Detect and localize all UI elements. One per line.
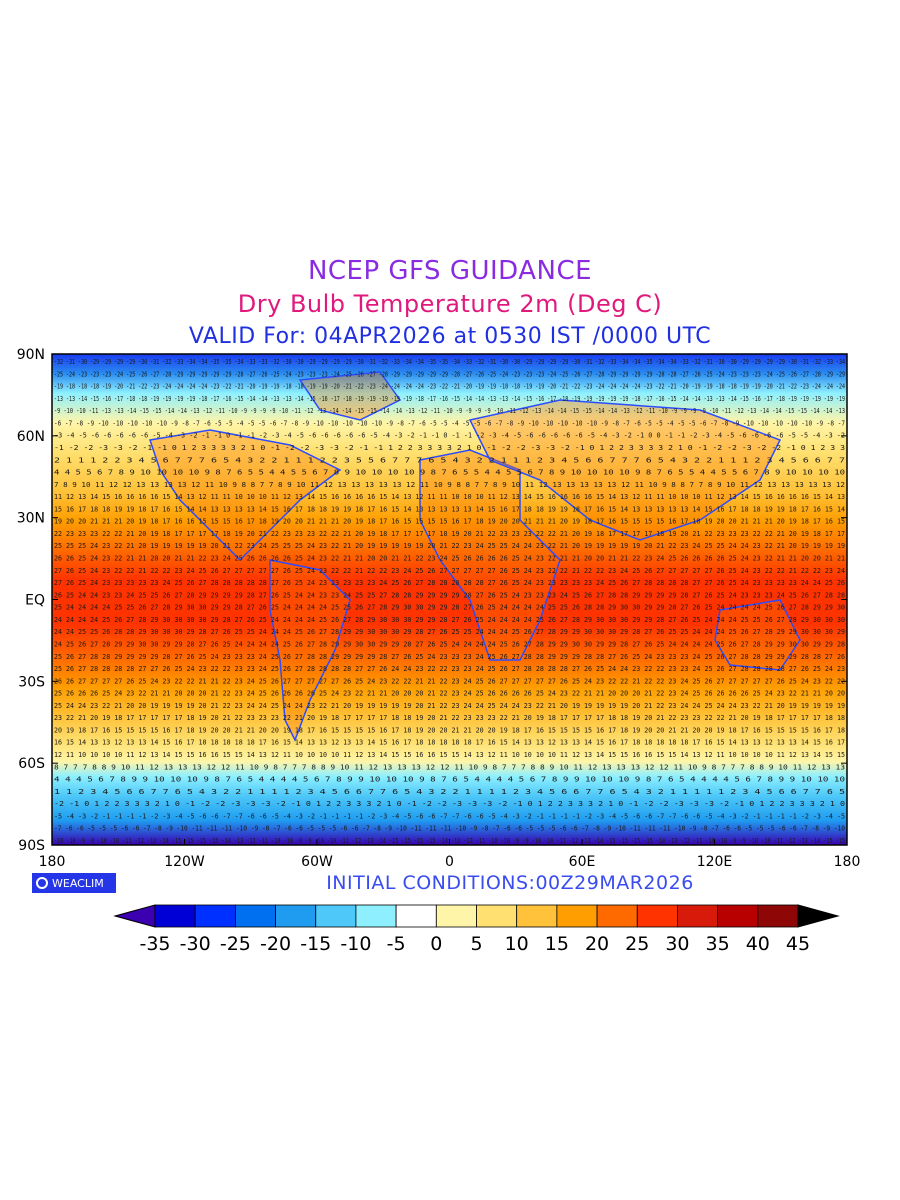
colorbar-low-triangle [113,904,156,928]
colorbar-tick-label: 35 [706,933,730,955]
colorbar-swatch [636,904,678,928]
svg-text:26 26 27 27 27 27 26 25 24 23: 26 26 27 27 27 27 26 25 24 23 22 22 21 2… [54,677,845,685]
colorbar-tick-label: 15 [545,933,569,955]
colorbar-swatch [677,904,719,928]
value-grid: -32 -31 -30 -29 -29 -29 -29 -30 -31 -32 … [54,358,845,845]
colorbar-tick-label: 30 [665,933,689,955]
lon-label: 60E [569,854,596,870]
initial-conditions-label: INITIAL CONDITIONS:00Z29MAR2026 [326,872,694,894]
lon-label: 180 [39,854,66,870]
svg-text:23 22 21 20 19 18 17 17 17 17: 23 22 21 20 19 18 17 17 17 17 17 18 19 2… [54,714,845,722]
lat-label: EQ [25,593,45,609]
colorbar-tick-label: -10 [340,933,371,955]
svg-text:-19 -18 -18 -18 -19 -20 -21 -2: -19 -18 -18 -18 -19 -20 -21 -22 -23 -24 … [54,383,845,391]
colorbar-swatch [516,904,558,928]
svg-text:27 26 25 24 23 23 23 23 23 24: 27 26 25 24 23 23 23 23 23 24 25 26 27 2… [54,579,845,587]
svg-text:4 4 4 5 6 7 8 9 9 10 10 10 9 8: 4 4 4 5 6 7 8 9 9 10 10 10 9 8 7 6 5 4 4… [54,776,845,784]
colorbar-high-triangle [797,904,840,928]
lat-label: 30S [18,674,45,690]
svg-text:-6 -7 -8 -9 -10 -10 -10 -10 -1: -6 -7 -8 -9 -10 -10 -10 -10 -10 -9 -8 -7… [54,419,845,427]
chart-title: NCEP GFS GUIDANCE [307,256,593,286]
lon-label: 120E [697,854,733,870]
svg-text:19 20 20 21 21 21 20 19 18 17: 19 20 20 21 21 21 20 19 18 17 16 16 15 1… [54,518,845,526]
svg-text:12 11 10 10 10 10 11 12 13 14: 12 11 10 10 10 10 11 12 13 14 15 15 16 1… [54,751,845,759]
colorbar-tick-label: -35 [139,933,170,955]
colorbar-swatch [596,904,638,928]
colorbar-swatch [556,904,598,928]
svg-text:-7 -6 -6 -5 -5 -5 -6 -6 -7 -8: -7 -6 -6 -5 -5 -5 -6 -6 -7 -8 -9 -10 -11… [54,825,845,833]
chart-subtitle: Dry Bulb Temperature 2m (Deg C) [237,290,663,318]
lat-label: 90N [17,347,45,363]
svg-text:7 8 9 10 11 12 12 13 13 13 13: 7 8 9 10 11 12 12 13 13 13 13 12 11 10 9… [54,481,845,489]
colorbar-tick-label: -20 [260,933,291,955]
svg-text:26 26 25 24 23 22 21 21 20 20: 26 26 25 24 23 22 21 21 20 20 21 21 22 2… [54,555,845,563]
coastlines [149,371,801,742]
lat-label: 90S [18,838,45,854]
svg-text:25 24 24 23 22 21 20 20 19 19: 25 24 24 23 22 21 20 20 19 19 19 19 20 2… [54,702,845,710]
svg-text:16 15 14 13 13 12 13 13 14 15: 16 15 14 13 13 12 13 13 14 15 16 17 18 1… [54,739,845,747]
svg-text:8 7 7 7 8 8 9 10 11 12 13 13 1: 8 7 7 7 8 8 9 10 11 12 13 13 13 12 12 11… [54,763,845,771]
colorbar-tick-label: 45 [786,933,810,955]
svg-text:25 24 24 24 24 25 25 26 27 28: 25 24 24 24 24 25 25 26 27 28 29 30 30 2… [54,604,845,612]
svg-text:4 4 5 5 6 7 8 9 10 10 10 10 9: 4 4 5 5 6 7 8 9 10 10 10 10 9 8 7 6 5 5 … [54,469,845,477]
svg-text:24 24 24 24 25 26 27 28 29 30: 24 24 24 24 25 26 27 28 29 30 30 30 30 2… [54,616,845,624]
colorbar-tick-label: -15 [300,933,331,955]
colorbar-tick-label: 40 [746,933,770,955]
svg-text:-32 -31 -30 -29 -29 -29 -29 -3: -32 -31 -30 -29 -29 -29 -29 -30 -31 -32 … [54,358,845,366]
colorbar-tick-label: 0 [430,933,442,955]
svg-text:22 23 23 23 22 22 21 20 19 18: 22 23 23 23 22 22 21 20 19 18 17 17 17 1… [54,530,845,538]
svg-text:-25 -24 -23 -23 -23 -24 -25 -2: -25 -24 -23 -23 -23 -24 -25 -26 -27 -28 … [54,370,845,378]
colorbar-swatch [275,904,317,928]
svg-text:24 24 25 25 26 28 28 29 30 30: 24 24 25 25 26 28 28 29 30 30 30 29 28 2… [54,628,845,636]
svg-text:15 16 17 18 18 19 19 18 17 16: 15 16 17 18 18 19 19 18 17 16 15 14 14 1… [54,505,845,513]
logo-circle-icon [36,877,48,889]
colorbar-tick-label: 5 [470,933,482,955]
svg-text:-5 -4 -3 -2 -1 -1 -1 -1 -2 -3: -5 -4 -3 -2 -1 -1 -1 -1 -2 -3 -4 -5 -6 -… [54,812,845,820]
colorbar-swatch [395,904,437,928]
colorbar-swatch [355,904,397,928]
lon-label: 0 [445,854,454,870]
svg-text:2 1 1 1 2 2 3 4 5 6 7 7 7 6 5: 2 1 1 1 2 2 3 4 5 6 7 7 7 6 5 4 3 2 2 1 … [54,456,845,464]
temperature-field [52,354,847,845]
lat-label: 60N [17,429,45,445]
svg-text:-2 -1 0 1 2 2 3 3 3 2 1 0 -1 -: -2 -1 0 1 2 2 3 3 3 2 1 0 -1 -2 -2 -3 -3… [54,800,845,808]
weaclim-logo: WEACLIM [32,873,116,893]
svg-text:25 26 27 28 28 28 28 27 27 26: 25 26 27 28 28 28 28 27 27 26 25 24 23 2… [54,665,845,673]
lat-label: 60S [18,756,45,772]
lon-label: 180 [834,854,861,870]
lon-label: 60W [301,854,333,870]
colorbar-swatch [154,904,196,928]
colorbar-swatch [435,904,477,928]
colorbar-tick-label: -30 [180,933,211,955]
valid-time-label: VALID For: 04APR2026 at 0530 IST /0000 U… [188,324,712,349]
svg-text:25 26 27 28 28 29 29 29 29 28: 25 26 27 28 28 29 29 29 29 28 27 26 25 2… [54,653,845,661]
colorbar-tick-label: 25 [625,933,649,955]
svg-text:-3 -4 -5 -6 -6 -6 -6 -6 -5 -4: -3 -4 -5 -6 -6 -6 -6 -6 -5 -4 -3 -2 -1 -… [54,432,845,440]
svg-text:25 26 26 26 25 24 23 22 21 21: 25 26 26 26 25 24 23 22 21 21 20 20 20 2… [54,690,845,698]
colorbar-swatch [476,904,518,928]
svg-text:25 25 25 24 23 22 21 20 19 19: 25 25 25 24 23 22 21 20 19 19 19 19 19 2… [54,542,845,550]
colorbar-swatch [234,904,276,928]
colorbar-tick-label: 20 [585,933,609,955]
svg-text:27 26 25 24 23 22 22 21 22 22: 27 26 25 24 23 22 22 21 22 22 23 24 25 2… [54,567,845,575]
svg-text:26 25 24 24 23 23 24 25 25 26: 26 25 24 24 23 23 24 25 25 26 27 28 29 2… [54,591,845,599]
lon-label: 120W [164,854,205,870]
svg-text:-1 -2 -2 -3 -3 -2 -1 -1 0 1 2: -1 -2 -2 -3 -3 -2 -1 -1 0 1 2 3 3 3 3 2 … [54,444,845,452]
colorbar-tick-label: -5 [387,933,406,955]
colorbar-swatch [757,904,799,928]
colorbar-tick-label: -25 [220,933,251,955]
logo-text: WEACLIM [52,876,104,890]
colorbar-swatch [315,904,357,928]
svg-text:24 25 26 27 28 29 29 30 30 29: 24 25 26 27 28 29 29 30 30 29 29 28 27 2… [54,640,845,648]
svg-text:-9 -10 -10 -11 -13 -13 -14 -15: -9 -10 -10 -11 -13 -13 -14 -15 -15 -14 -… [54,407,845,415]
colorbar-swatch [194,904,236,928]
svg-text:-13 -13 -14 -15 -16 -17 -18 -1: -13 -13 -14 -15 -16 -17 -18 -18 -19 -19 … [54,395,845,403]
svg-text:11 12 13 14 15 16 16 16 16 15: 11 12 13 14 15 16 16 16 16 15 14 13 12 1… [54,493,845,501]
colorbar-swatch [717,904,759,928]
svg-text:1 1 2 3 4 5 6 6 7 7 6 5 4 3 2: 1 1 2 3 4 5 6 6 7 7 6 5 4 3 2 2 1 1 1 1 … [54,788,845,796]
svg-text:20 19 18 17 16 15 15 15 15 16: 20 19 18 17 16 15 15 15 15 16 17 18 19 2… [54,726,845,734]
lat-label: 30N [17,511,45,527]
colorbar-tick-label: 10 [505,933,529,955]
